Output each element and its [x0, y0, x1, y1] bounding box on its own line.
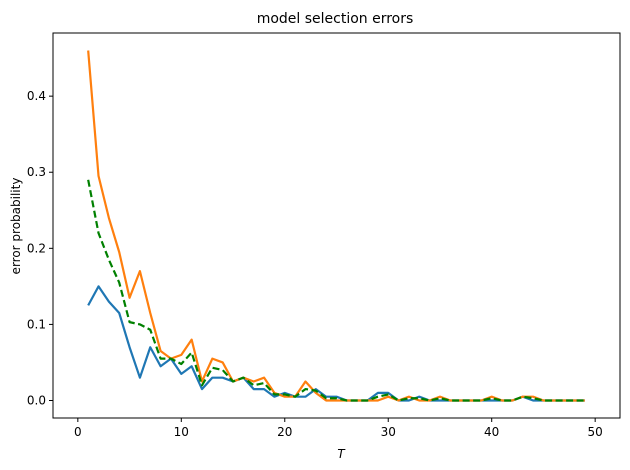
y-tick-label: 0.4	[27, 89, 46, 103]
series-line-2	[87, 50, 585, 402]
y-tick-label: 0.0	[27, 394, 46, 408]
plot-frame	[52, 32, 621, 419]
x-tick-label: 40	[484, 425, 499, 439]
x-axis-label: T	[337, 447, 346, 461]
x-tick-label: 20	[277, 425, 292, 439]
chart-title: model selection errors	[257, 11, 414, 27]
plot-area	[87, 50, 585, 402]
y-tick-label: 0.3	[27, 165, 46, 179]
series-line-1	[87, 285, 585, 402]
x-tick-label: 10	[174, 425, 189, 439]
axes: 0 10 20 30 40 50 0.0 0.1 0.2 0.3 0.4	[27, 32, 621, 439]
x-tick-label: 30	[381, 425, 396, 439]
x-tick-label: 0	[74, 425, 82, 439]
series-line-3	[87, 179, 585, 402]
y-axis-label: error probability	[9, 178, 23, 275]
x-tick-label: 50	[588, 425, 603, 439]
y-tick-label: 0.1	[27, 317, 46, 331]
y-tick-label: 0.2	[27, 241, 46, 255]
